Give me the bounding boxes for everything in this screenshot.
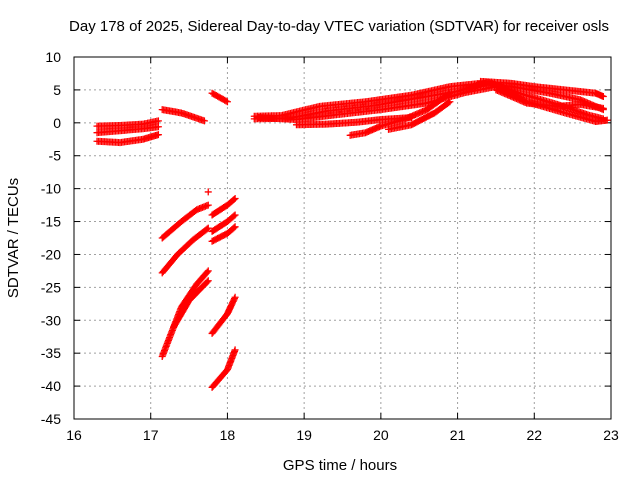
data-point-markers (208, 195, 239, 219)
y-tick-label: -15 (41, 214, 61, 230)
data-point-markers (93, 123, 162, 137)
data-point-markers (385, 98, 454, 133)
series-arc13 (208, 223, 239, 245)
series-arc20 (346, 89, 454, 139)
data-point-markers (208, 293, 239, 337)
y-tick-label: -40 (41, 378, 61, 394)
data-point-markers (208, 223, 239, 245)
series-arc14 (208, 293, 239, 337)
series-arc10 (170, 277, 212, 331)
data-point-markers (204, 188, 212, 196)
y-tick-label: -45 (41, 411, 61, 427)
data-point-markers (346, 89, 454, 139)
data-point-markers (93, 117, 162, 130)
x-tick-label: 18 (220, 427, 236, 443)
data-point-markers (170, 277, 212, 331)
series-arc12 (208, 211, 239, 235)
series-arc2 (93, 123, 162, 137)
y-tick-label: 0 (53, 115, 61, 131)
data-point-markers (208, 89, 231, 106)
x-tick-label: 23 (603, 427, 619, 443)
chart-title: Day 178 of 2025, Sidereal Day-to-day VTE… (69, 18, 609, 35)
series-arc3 (93, 131, 162, 147)
series-arc7 (204, 188, 212, 196)
series-arc22 (477, 77, 607, 100)
data-points (93, 77, 611, 391)
y-axis-title: SDTVAR / TECUs (5, 178, 22, 298)
data-point-markers (208, 346, 239, 391)
y-tick-label: 5 (53, 82, 61, 98)
series-arc11 (208, 195, 239, 219)
x-tick-label: 16 (66, 427, 82, 443)
plot-frame (73, 56, 612, 420)
x-tick-label: 21 (450, 427, 466, 443)
x-tick-label: 17 (143, 427, 159, 443)
y-tick-label: 10 (45, 49, 61, 65)
series-arc8 (158, 224, 212, 277)
data-point-markers (477, 77, 607, 100)
y-tick-label: -20 (41, 246, 61, 262)
x-axis-title: GPS time / hours (283, 457, 397, 474)
x-tick-label: 19 (296, 427, 312, 443)
y-tick-label: -35 (41, 345, 61, 361)
data-point-markers (158, 201, 212, 242)
series-arc15 (208, 346, 239, 391)
x-tick-label: 22 (526, 427, 542, 443)
y-tick-label: -5 (49, 148, 62, 164)
tick-labels: 16 17 18 19 20 21 22 23 -45 -40 -35 -30 -25 -20 -15 -10… (41, 49, 619, 443)
x-tick-label: 20 (373, 427, 389, 443)
series-arc1 (93, 117, 162, 130)
y-tick-label: -25 (41, 279, 61, 295)
series-arc5 (208, 89, 231, 106)
series-arc21 (385, 98, 454, 133)
data-point-markers (492, 86, 607, 112)
data-point-markers (93, 131, 162, 147)
y-tick-label: -30 (41, 312, 61, 328)
data-point-markers (158, 106, 208, 125)
data-point-markers (208, 211, 239, 235)
series-arc23 (492, 86, 607, 112)
series-arc6 (158, 201, 212, 242)
y-tick-label: -10 (41, 181, 61, 197)
data-point-markers (158, 224, 212, 277)
series-arc4 (158, 106, 208, 125)
